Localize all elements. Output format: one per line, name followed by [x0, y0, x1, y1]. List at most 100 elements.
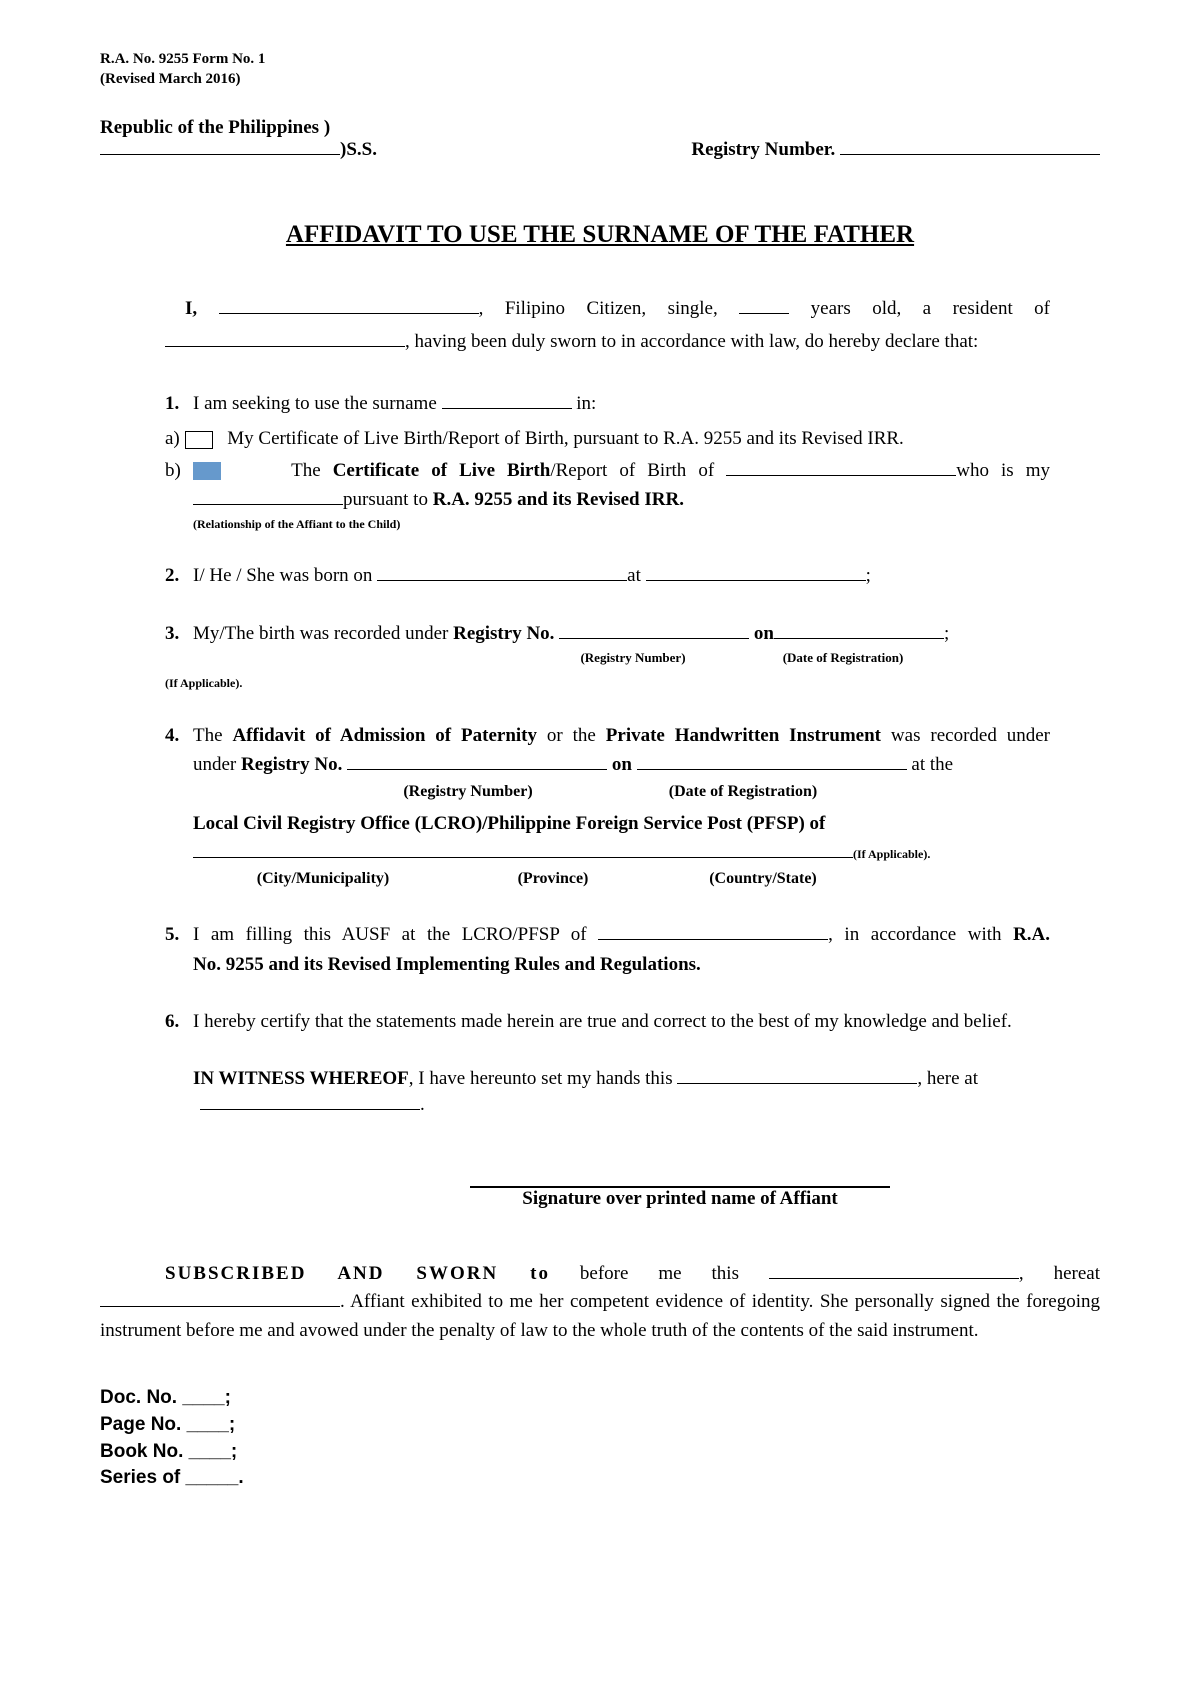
item3-sublabels: (Registry Number) (Date of Registration) [193, 648, 1050, 668]
item4-if-app: (If Applicable). [853, 847, 930, 861]
item-3: 3. My/The birth was recorded under Regis… [165, 619, 1050, 669]
item1-b-bold2: R.A. 9255 and its Revised IRR. [433, 489, 684, 510]
checkbox-a[interactable] [185, 431, 213, 449]
item1-text: I am seeking to use the surname [193, 393, 437, 414]
signature-block: Signature over printed name of Affiant [470, 1186, 1100, 1210]
blank-sworn-date[interactable] [769, 1278, 1019, 1279]
form-number: R.A. No. 9255 Form No. 1 [100, 50, 1100, 70]
blank-surname[interactable] [442, 408, 572, 409]
item2-num: 2. [165, 561, 193, 590]
item5-body: I am filling this AUSF at the LCRO/PFSP … [193, 920, 1050, 979]
item3-bold: Registry No. [453, 623, 554, 644]
item4-prov: (Province) [453, 867, 653, 892]
item4-num: 4. [165, 721, 193, 892]
item4-sub-reg: (Registry Number) [368, 780, 568, 805]
sworn-t1: before me this [550, 1263, 769, 1284]
blank-lcro-loc[interactable] [193, 857, 853, 858]
item1-b-t1: The [291, 460, 333, 481]
blank-regdate3[interactable] [774, 638, 944, 639]
item4-on: on [612, 754, 632, 775]
item6-num: 6. [165, 1007, 193, 1036]
item4-sub-date: (Date of Registration) [608, 780, 878, 805]
blank-age[interactable] [739, 313, 789, 314]
item4-body: The Affidavit of Admission of Paternity … [193, 721, 1050, 892]
blank-sworn-loc[interactable] [100, 1306, 340, 1307]
witness-period: . [420, 1094, 425, 1115]
item3-semi: ; [944, 623, 949, 644]
item5-t2: , in accordance with [828, 924, 1013, 945]
intro-line1: I, , Filipino Citizen, single, years old… [165, 294, 1050, 323]
item3-sub-reg: (Registry Number) [538, 648, 728, 668]
item5-bold-rest: No. 9255 and its Revised Implementing Ru… [193, 950, 1050, 979]
item1-b-bold1: Certificate of Live Birth [333, 460, 551, 481]
intro-line2: , having been duly sworn to in accordanc… [165, 327, 1050, 356]
item1-a-text: My Certificate of Live Birth/Report of B… [227, 428, 904, 449]
intro-citizen: , Filipino Citizen, single, [479, 298, 718, 319]
item1-b-row2: pursuant to R.A. 9255 and its Revised IR… [165, 485, 1050, 514]
blank-child-name[interactable] [726, 475, 956, 476]
item2-t1: I/ He / She was born on [193, 565, 372, 586]
signature-label: Signature over printed name of Affiant [470, 1188, 890, 1210]
blank-relationship[interactable] [193, 504, 343, 505]
item3-sub-date: (Date of Registration) [758, 648, 928, 668]
item1-rel-note: (Relationship of the Affiant to the Chil… [165, 515, 1050, 534]
item-4: 4. The Affidavit of Admission of Paterni… [165, 721, 1050, 892]
item4-loc-line: (If Applicable). [193, 838, 1050, 867]
item2-at: at [627, 565, 641, 586]
blank-witness-loc[interactable] [200, 1109, 420, 1110]
sworn-rest: . Affiant exhibited to me her competent … [100, 1288, 1100, 1345]
item2-body: I/ He / She was born on at ; [193, 561, 1050, 590]
item4-lcro: Local Civil Registry Office (LCRO)/Phili… [193, 809, 1050, 838]
blank-location[interactable] [100, 154, 340, 155]
item3-t1: My/The birth was recorded under [193, 623, 453, 644]
witness-block: IN WITNESS WHEREOF, I have hereunto set … [165, 1064, 1050, 1093]
sworn-line1: SUBSCRIBED AND SWORN to before me this ,… [100, 1260, 1100, 1289]
witness-loc-line: . [100, 1094, 1100, 1116]
intro-i: I, [185, 298, 197, 319]
item4-loc-sublabels: (City/Municipality) (Province) (Country/… [193, 867, 1050, 892]
item6-text: I hereby certify that the statements mad… [193, 1007, 1050, 1036]
item1-num: 1. [165, 389, 193, 418]
item5-line1: I am filling this AUSF at the LCRO/PFSP … [193, 920, 1050, 949]
item4-city: (City/Municipality) [193, 867, 453, 892]
form-header: R.A. No. 9255 Form No. 1 (Revised March … [100, 50, 1100, 89]
blank-regno4[interactable] [347, 769, 607, 770]
ss-left: )S.S. [100, 139, 377, 161]
item1-b-t3: who is my [956, 460, 1050, 481]
item1-b: b) [165, 460, 181, 481]
content-body: I, , Filipino Citizen, single, years old… [100, 294, 1100, 1094]
blank-name[interactable] [219, 313, 479, 314]
sworn-t2: , hereat [1019, 1263, 1100, 1284]
item-6: 6. I hereby certify that the statements … [165, 1007, 1050, 1036]
item1-b-t4: pursuant to [343, 489, 433, 510]
item1-b-row1: b) The Certificate of Live Birth/Report … [165, 456, 1050, 485]
republic-text: Republic of the Philippines ) [100, 117, 1100, 139]
blank-registry[interactable] [840, 154, 1100, 155]
blank-born-at[interactable] [646, 580, 866, 581]
item2-semi: ; [866, 565, 871, 586]
blank-regdate4[interactable] [637, 769, 907, 770]
item1-a: a) [165, 428, 180, 449]
blank-residence[interactable] [165, 346, 405, 347]
notary-series: Series of _____. [100, 1465, 1100, 1492]
item1-body: I am seeking to use the surname in: [193, 389, 1050, 418]
item4-country: (Country/State) [653, 867, 873, 892]
checkbox-b[interactable] [193, 462, 221, 480]
sworn-block: SUBSCRIBED AND SWORN to before me this ,… [100, 1260, 1100, 1346]
blank-witness-date[interactable] [677, 1083, 917, 1084]
item5-t1: I am filling this AUSF at the LCRO/PFSP … [193, 924, 598, 945]
blank-regno3[interactable] [559, 638, 749, 639]
document-title: AFFIDAVIT TO USE THE SURNAME OF THE FATH… [100, 221, 1100, 249]
sworn-bold: SUBSCRIBED AND SWORN to [165, 1263, 550, 1284]
item4-under: under [193, 754, 241, 775]
item-2: 2. I/ He / She was born on at ; [165, 561, 1050, 590]
item1-b-t2: /Report of Birth of [550, 460, 726, 481]
item4-b1: Affidavit of Admission of Paternity [232, 725, 537, 746]
item4-atthe: at the [907, 754, 953, 775]
notary-page: Page No. ____; [100, 1412, 1100, 1439]
item4-b3: Registry No. [241, 754, 342, 775]
blank-lcro5[interactable] [598, 939, 828, 940]
blank-born-on[interactable] [377, 580, 627, 581]
item-1: 1. I am seeking to use the surname in: [165, 389, 1050, 418]
sworn-t3: . Affiant exhibited to me her competent … [100, 1291, 1100, 1341]
